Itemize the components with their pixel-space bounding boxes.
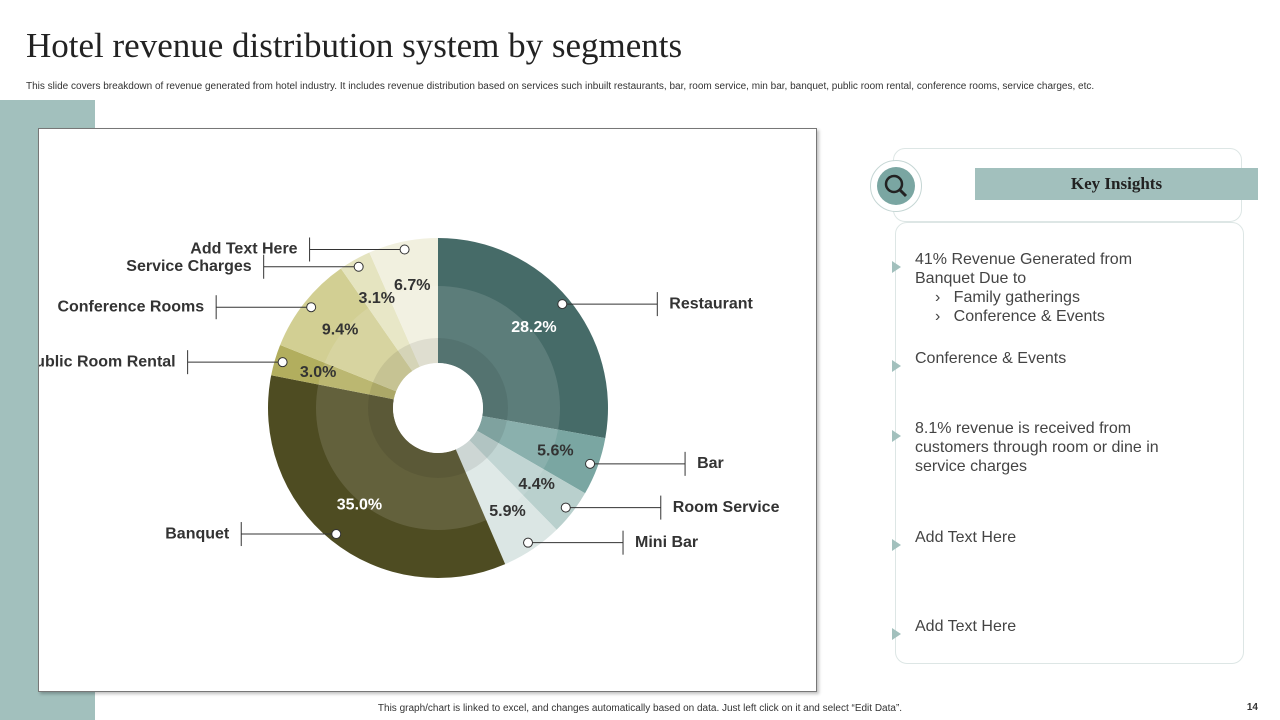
title: Hotel revenue distribution system by seg… <box>26 26 683 65</box>
chart-box: 28.2% Restaurant 5.6% Bar 4.4% Room Service 5.… <box>24 128 817 692</box>
pie-slice <box>469 430 586 530</box>
leader-dot <box>277 357 288 368</box>
value-label: 28.2% <box>511 319 556 336</box>
category-label: Bar <box>697 455 724 472</box>
insight-text: 8.1% revenue is received from customers … <box>915 420 1159 475</box>
leader-dot <box>353 261 364 272</box>
insight-text: 41% Revenue Generated from Banquet Due t… <box>915 251 1133 287</box>
value-label: 5.6% <box>537 442 573 459</box>
value-label: 3.0% <box>300 364 336 381</box>
hole <box>393 363 483 453</box>
category-label: Mini Bar <box>635 534 698 551</box>
leader-dot <box>585 458 596 469</box>
pie-slice <box>280 268 413 392</box>
leader-dot <box>560 502 571 513</box>
insight-text: Add Text Here <box>915 529 1017 546</box>
insight-subtext: Conference & Events <box>953 308 1105 325</box>
category-label: Conference Rooms <box>57 298 204 315</box>
pie-slice <box>340 252 420 372</box>
insight-subitem: › Family gatherings <box>935 289 1080 306</box>
bullet-arrow <box>892 261 901 273</box>
bullet-arrow <box>892 360 901 372</box>
subtitle: This slide covers breakdown of revenue g… <box>26 81 1095 92</box>
value-label: 6.7% <box>394 277 430 294</box>
pie-slice <box>438 238 608 439</box>
pie-slice <box>268 375 506 578</box>
category-label: Room Service <box>673 499 780 516</box>
value-label: 5.9% <box>489 503 525 520</box>
category-label: Service Charges <box>126 258 252 275</box>
footer: This graph/chart is linked to excel, and… <box>377 703 903 714</box>
pie-slice <box>476 415 606 494</box>
insights-title: Key Insights <box>975 168 1258 200</box>
insights-icon <box>870 160 922 212</box>
insight-text: Add Text Here <box>915 618 1017 635</box>
leader-dot <box>331 529 342 540</box>
insight-item: Add Text Here <box>915 617 1165 636</box>
insight-subitem: › Conference & Events <box>935 308 1105 325</box>
insight-text: Conference & Events <box>915 350 1067 367</box>
category-label: Banquet <box>165 525 230 542</box>
category-label: Restaurant <box>669 295 753 312</box>
value-label: 9.4% <box>322 321 358 338</box>
page-number: 14 <box>1246 702 1258 713</box>
insight-item: 8.1% revenue is received from customers … <box>915 419 1165 476</box>
bullet-arrow <box>892 628 901 640</box>
value-label: 3.1% <box>359 290 395 307</box>
leader-dot <box>523 537 534 548</box>
category-label: Public Room Rental <box>39 353 176 370</box>
leader-dot <box>306 302 317 313</box>
insight-item: Conference & Events <box>915 349 1165 368</box>
category-label: Add Text Here <box>190 241 297 258</box>
leader-dot <box>399 244 410 255</box>
pie-slice <box>271 344 397 400</box>
pie-slice <box>369 238 438 367</box>
value-label: 4.4% <box>518 476 554 493</box>
bullet-arrow <box>892 430 901 442</box>
pie-slice <box>455 440 557 565</box>
leader-dot <box>557 299 568 310</box>
insight-item: Add Text Here <box>915 528 1165 547</box>
insights-frame <box>895 222 1244 664</box>
insight-subtext: Family gatherings <box>953 289 1080 306</box>
value-label: 35.0% <box>337 496 382 513</box>
bullet-arrow <box>892 539 901 551</box>
chart: 28.2% Restaurant 5.6% Bar 4.4% Room Service 5.… <box>24 237 780 578</box>
icon-graphic <box>877 167 915 205</box>
insight-item: 41% Revenue Generated from Banquet Due t… <box>915 250 1165 326</box>
